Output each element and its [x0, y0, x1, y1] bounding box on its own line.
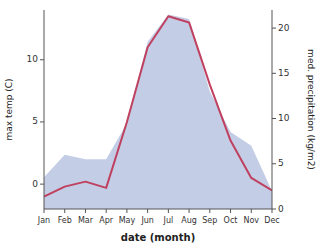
x-tick-label: Mar [78, 216, 94, 225]
x-tick-label: May [119, 216, 136, 225]
y2-tick-label: 5 [278, 158, 284, 168]
x-tick-label: Aug [181, 216, 197, 225]
temp-line [44, 16, 272, 196]
x-tick-label: Jul [163, 216, 174, 225]
y2-tick-label: 20 [278, 23, 290, 33]
plot-area [44, 15, 272, 209]
x-tick-label: Sep [202, 216, 217, 225]
y-tick-label: 10 [27, 54, 39, 64]
y2-tick-label: 10 [278, 113, 290, 123]
chart: 0 5 10 0 5 10 15 20 Jan Feb Mar Apr May Jun Jul Aug Sep O… [0, 0, 318, 249]
x-axis-line [44, 209, 272, 210]
y2-tick [272, 163, 276, 164]
x-tick [44, 209, 45, 213]
y-axis-title: max temp (C) [4, 78, 14, 140]
x-tick-label: Jan [37, 216, 50, 225]
x-axis-title: date (month) [121, 232, 195, 243]
y2-tick [272, 118, 276, 119]
x-tick [230, 209, 231, 213]
y2-axis-line [272, 10, 273, 209]
x-tick [85, 209, 86, 213]
x-tick-label: Feb [58, 216, 72, 225]
x-tick [189, 209, 190, 213]
y-tick-label: 0 [32, 179, 38, 189]
x-tick [272, 209, 273, 213]
x-tick-label: Oct [224, 216, 238, 225]
x-tick [106, 209, 107, 213]
x-tick-label: Dec [264, 216, 279, 225]
precip-area [44, 15, 272, 209]
y2-axis-title: med. precipitation (kg/m2) [306, 49, 316, 170]
x-tick [209, 209, 210, 213]
y2-tick [272, 209, 276, 210]
x-tick-label: Jun [140, 216, 154, 225]
y2-tick [272, 73, 276, 74]
y-tick [40, 184, 44, 185]
y-tick [40, 59, 44, 60]
y-tick [40, 121, 44, 122]
y2-tick [272, 28, 276, 29]
x-tick [126, 209, 127, 213]
y-tick-label: 5 [32, 116, 38, 126]
x-tick-label: Nov [243, 216, 259, 225]
x-tick-label: Apr [99, 216, 114, 225]
y2-tick-label: 15 [278, 68, 289, 78]
x-tick [64, 209, 65, 213]
x-tick [168, 209, 169, 213]
x-tick [147, 209, 148, 213]
y2-tick-label: 0 [278, 204, 284, 214]
x-tick [251, 209, 252, 213]
y-axis-line [44, 10, 45, 209]
